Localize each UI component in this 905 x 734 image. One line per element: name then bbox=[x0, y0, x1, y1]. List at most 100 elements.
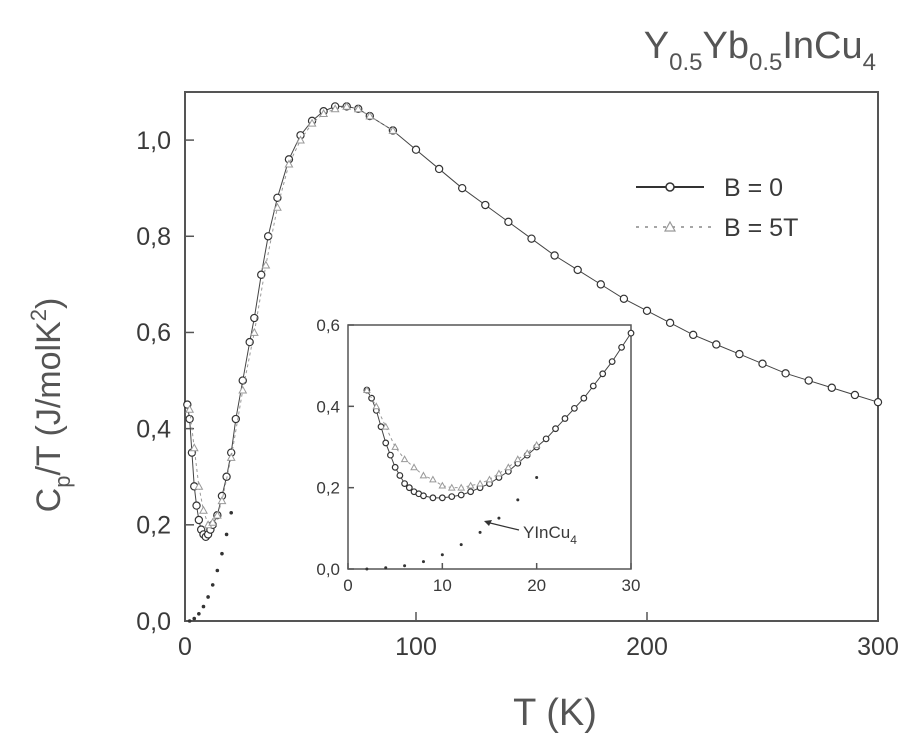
title-yb-sub: 0.5 bbox=[749, 49, 782, 76]
legend-marker-b5 bbox=[663, 220, 677, 232]
main-series-0-point bbox=[758, 359, 767, 368]
inset-background bbox=[348, 325, 631, 569]
main-series-2-point bbox=[187, 619, 192, 623]
inset-x-tick-label: 0 bbox=[343, 576, 352, 595]
main-y-tick-label: 0,4 bbox=[136, 415, 171, 443]
ylabel-sup: 2 bbox=[26, 309, 51, 321]
main-x-tick-label: 0 bbox=[178, 633, 192, 661]
inset-series-2-point bbox=[384, 566, 388, 570]
main-y-tick-label: 0,8 bbox=[136, 223, 171, 251]
title-y: Y bbox=[644, 25, 669, 67]
inset-series-1-point bbox=[457, 483, 466, 491]
inset-series-1-point bbox=[447, 483, 456, 491]
main-series-1-line bbox=[189, 105, 394, 526]
inset-series-2-point bbox=[421, 560, 425, 564]
main-series-0-point bbox=[222, 472, 231, 481]
main-series-1-point bbox=[342, 101, 352, 110]
inset-series-0-point bbox=[608, 358, 616, 366]
main-y-tick-label: 0,2 bbox=[136, 512, 171, 540]
main-series-1-point bbox=[226, 452, 236, 461]
main-series-0-point bbox=[257, 270, 266, 279]
main-y-tick-label: 1,0 bbox=[136, 127, 171, 155]
inset-series-0-point bbox=[396, 472, 404, 479]
inset-series-2-point bbox=[403, 564, 407, 568]
main-series-1-point bbox=[307, 118, 317, 127]
inset-series-0-point bbox=[552, 425, 559, 433]
ylabel-end: ) bbox=[30, 298, 68, 309]
main-series-1-point bbox=[388, 125, 398, 134]
title-rest: InCu bbox=[782, 25, 862, 67]
inset-series-0-point bbox=[420, 492, 427, 500]
inset-series-1-point bbox=[523, 449, 532, 456]
main-plot-frame bbox=[184, 91, 879, 622]
main-series-0-point bbox=[245, 337, 254, 347]
inset-series-1-point bbox=[476, 479, 484, 487]
inset-y-tick-label: 0,0 bbox=[316, 560, 340, 579]
main-series-1-point bbox=[284, 159, 294, 168]
inset-series-0-point bbox=[467, 488, 475, 496]
main-series-1-point bbox=[296, 135, 305, 144]
inset-series-1-point bbox=[513, 455, 522, 463]
main-series-1-point bbox=[272, 202, 282, 211]
inset-series-0-point bbox=[387, 451, 394, 459]
main-series-0-point bbox=[194, 515, 204, 525]
main-series-0-point bbox=[192, 501, 201, 510]
inset-series-2-point bbox=[365, 567, 369, 571]
main-series-0-point bbox=[527, 234, 536, 243]
inset-series-1-point bbox=[372, 402, 381, 410]
main-series-0-point bbox=[642, 306, 652, 316]
main-series-0-point bbox=[458, 183, 467, 193]
inset-series-2-point bbox=[478, 530, 482, 534]
main-series-0-point bbox=[411, 145, 421, 154]
annotation-arrowhead bbox=[484, 520, 492, 526]
main-series-0-point bbox=[804, 376, 813, 385]
main-series-2-point bbox=[201, 604, 206, 609]
main-series-0-point bbox=[873, 397, 883, 407]
main-x-tick-label: 100 bbox=[395, 633, 437, 661]
inset-series-1-point bbox=[532, 440, 541, 448]
main-series-0-point bbox=[689, 330, 698, 340]
inset-series-0-point bbox=[571, 404, 578, 412]
main-x-tick-label: 300 bbox=[857, 633, 899, 661]
main-ticks: 0 100 200 300 0,0 0,2 0,4 0,6 0,8 1,0 bbox=[136, 127, 899, 661]
inset-series-0-point bbox=[382, 439, 390, 447]
inset-series-2-point bbox=[535, 476, 539, 479]
main-series-2-point bbox=[224, 532, 229, 537]
inset-series-2-point bbox=[516, 498, 520, 502]
inset-series-2-point bbox=[459, 543, 463, 547]
main-series-1-point bbox=[185, 404, 195, 413]
main-series-0-point bbox=[185, 414, 194, 424]
main-series-0-point bbox=[827, 383, 837, 392]
main-series-1-point bbox=[249, 327, 259, 336]
main-series-0-point bbox=[712, 340, 721, 349]
main-series-1-point bbox=[194, 481, 204, 490]
main-series-1-point bbox=[238, 385, 248, 394]
inset-y-tick-label: 0,2 bbox=[316, 479, 340, 498]
inset-series-0-point bbox=[438, 494, 446, 502]
ylabel-main: C bbox=[30, 488, 68, 513]
title-y-sub: 0.5 bbox=[669, 49, 702, 76]
main-x-tick-label: 200 bbox=[626, 633, 668, 661]
main-series-0-point bbox=[273, 193, 282, 202]
inset-y-tick-label: 0,6 bbox=[316, 316, 340, 335]
inset-series-1-point bbox=[363, 386, 371, 393]
inset-series-0-point bbox=[542, 435, 550, 443]
inset-series-1-point bbox=[391, 442, 400, 450]
inset-series-1-point bbox=[504, 463, 513, 471]
main-series-2-point bbox=[206, 595, 210, 599]
inset-series-0-point bbox=[627, 329, 635, 337]
inset-series-1-point bbox=[438, 481, 447, 489]
inset-ticks: 0 10 20 30 0,0 0,2 0,4 0,6 bbox=[316, 316, 640, 595]
main-series-0-point bbox=[850, 390, 860, 400]
inset-series-1-point bbox=[466, 481, 475, 489]
inset-plot-frame bbox=[347, 324, 632, 570]
main-series-1-point bbox=[330, 104, 340, 113]
inset-series-1-point bbox=[400, 455, 409, 463]
annotation-arrow bbox=[485, 521, 520, 531]
main-series-1-point bbox=[208, 517, 218, 526]
main-series-0-point bbox=[481, 200, 490, 210]
main-series-1-point bbox=[353, 104, 363, 113]
main-data bbox=[183, 101, 883, 623]
inset-series-0-point bbox=[368, 394, 375, 402]
ylabel-mid: /T (J/molK bbox=[30, 321, 68, 476]
